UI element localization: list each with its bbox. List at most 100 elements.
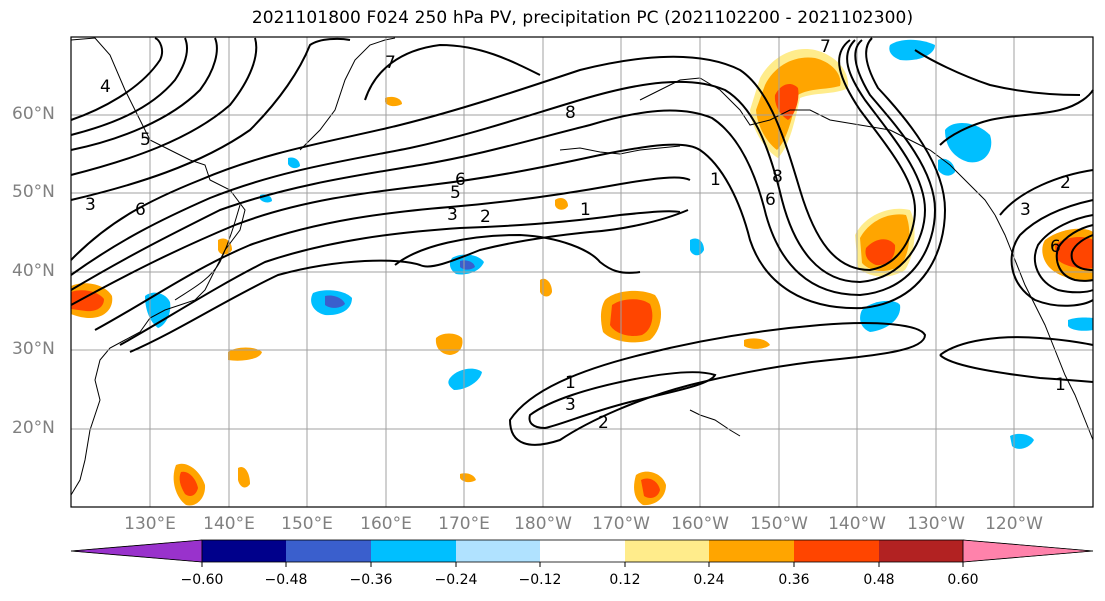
precip-positive-area (460, 473, 476, 483)
pv-contour (70, 37, 258, 176)
contour-label: 2 (1060, 173, 1071, 193)
pv-contour (364, 43, 541, 101)
pv-contour (70, 39, 927, 284)
contour-label: 7 (385, 53, 396, 73)
coastline-hawaii (689, 409, 741, 437)
precip-negative-area (945, 123, 992, 163)
colorbar-segment (709, 540, 794, 562)
contour-label: 5 (140, 130, 151, 150)
precip-positive-area (540, 278, 552, 297)
precip-positive-area (641, 478, 660, 498)
pv-contour (999, 169, 1094, 216)
coastline-aleutians (559, 145, 681, 155)
precip-positive-area (385, 96, 402, 107)
colorbar-segment (371, 540, 456, 562)
contour-label: 1 (710, 170, 721, 190)
contour-label: 5 (450, 183, 461, 203)
lon-label: 140°W (828, 514, 886, 534)
pv-contour (1033, 214, 1094, 294)
precip-positive-area (228, 347, 262, 361)
pv-contour (939, 336, 1094, 356)
graticule (71, 37, 1093, 507)
pv-contour (70, 39, 937, 297)
contour-label: 3 (1020, 200, 1031, 220)
contour-label: 3 (447, 205, 458, 225)
lon-label: 180°W (514, 514, 572, 534)
pv-contour (70, 37, 188, 136)
contour-label: 4 (100, 77, 111, 97)
pv-contour (70, 39, 917, 272)
contour-label: 6 (1050, 237, 1061, 257)
lon-label: 170°E (438, 514, 490, 534)
coastline-asia (70, 37, 246, 496)
contour-label: 7 (820, 37, 831, 57)
contour-label-group: 4 5 3 6 6 5 3 2 8 1 1 6 8 7 2 3 1 3 2 1 … (85, 37, 1071, 433)
colorbar-label: 0.12 (609, 572, 641, 588)
precip-positive-area (756, 57, 841, 150)
colorbar (70, 539, 1094, 567)
contour-label: 8 (772, 167, 783, 187)
pv-contour (1055, 224, 1094, 282)
pv-contour (70, 37, 164, 121)
precip-negative-area (325, 295, 345, 308)
lon-label: 120°W (985, 514, 1043, 534)
map-frame (70, 36, 1094, 508)
lon-label: 160°E (360, 514, 412, 534)
colorbar-label: 0.60 (947, 572, 979, 588)
pv-contour (119, 210, 681, 346)
lon-label: 130°W (907, 514, 965, 534)
precip-positive-area (1055, 237, 1093, 269)
precip-positive-area (218, 238, 232, 255)
lon-label: 150°W (750, 514, 808, 534)
contour-label: 2 (480, 207, 491, 227)
pv-contours (70, 37, 1094, 446)
pv-contour (1010, 199, 1094, 307)
colorbar-label: −0.24 (434, 572, 478, 588)
colorbar-segment (540, 540, 625, 562)
colorbar-segment (286, 540, 371, 562)
lon-label: 130°E (124, 514, 176, 534)
colorbar-label: −0.48 (264, 572, 308, 588)
colorbar-label: −0.36 (349, 572, 393, 588)
contour-label: 6 (455, 170, 466, 190)
lat-label: 20°N (12, 418, 55, 438)
precip-negative-area (938, 158, 955, 176)
pv-contour (939, 89, 1094, 146)
colorbar-segment (794, 540, 879, 562)
precip-positive-area (744, 338, 770, 349)
lat-label: 40°N (12, 261, 55, 281)
colorbar-segment (879, 540, 963, 562)
precip-positive-area (865, 239, 896, 266)
colorbar-segment (70, 539, 203, 563)
colorbar-segment (962, 539, 1094, 563)
precip-negative-area (1010, 433, 1034, 449)
lat-label: 30°N (12, 339, 55, 359)
contour-label: 8 (565, 103, 576, 123)
pv-contour (70, 37, 218, 151)
colorbar-label: 0.36 (778, 572, 810, 588)
precip-positive-area (179, 471, 198, 496)
precip-negative-area (288, 157, 300, 169)
pv-contour (508, 322, 927, 446)
lat-label: 60°N (12, 104, 55, 124)
lon-label: 150°E (281, 514, 333, 534)
precip-negative-area (448, 368, 482, 390)
colorbar-label: 0.24 (693, 572, 725, 588)
lon-label: 160°W (671, 514, 729, 534)
colorbar-segment (625, 540, 709, 562)
precip-negative-area (690, 238, 704, 256)
precip-positive-area (555, 198, 568, 210)
contour-label: 1 (565, 373, 576, 393)
lon-label: 170°W (592, 514, 650, 534)
precip-positive-area (71, 290, 104, 312)
pv-contour (70, 37, 947, 310)
precip-positive-area (610, 299, 653, 336)
colorbar-label: 0.48 (863, 572, 895, 588)
lon-label: 140°E (203, 514, 255, 534)
contour-label: 6 (765, 190, 776, 210)
pv-contour (528, 371, 717, 430)
pv-contour (939, 354, 1094, 383)
lat-label: 50°N (12, 182, 55, 202)
colorbar-outline (201, 539, 964, 563)
